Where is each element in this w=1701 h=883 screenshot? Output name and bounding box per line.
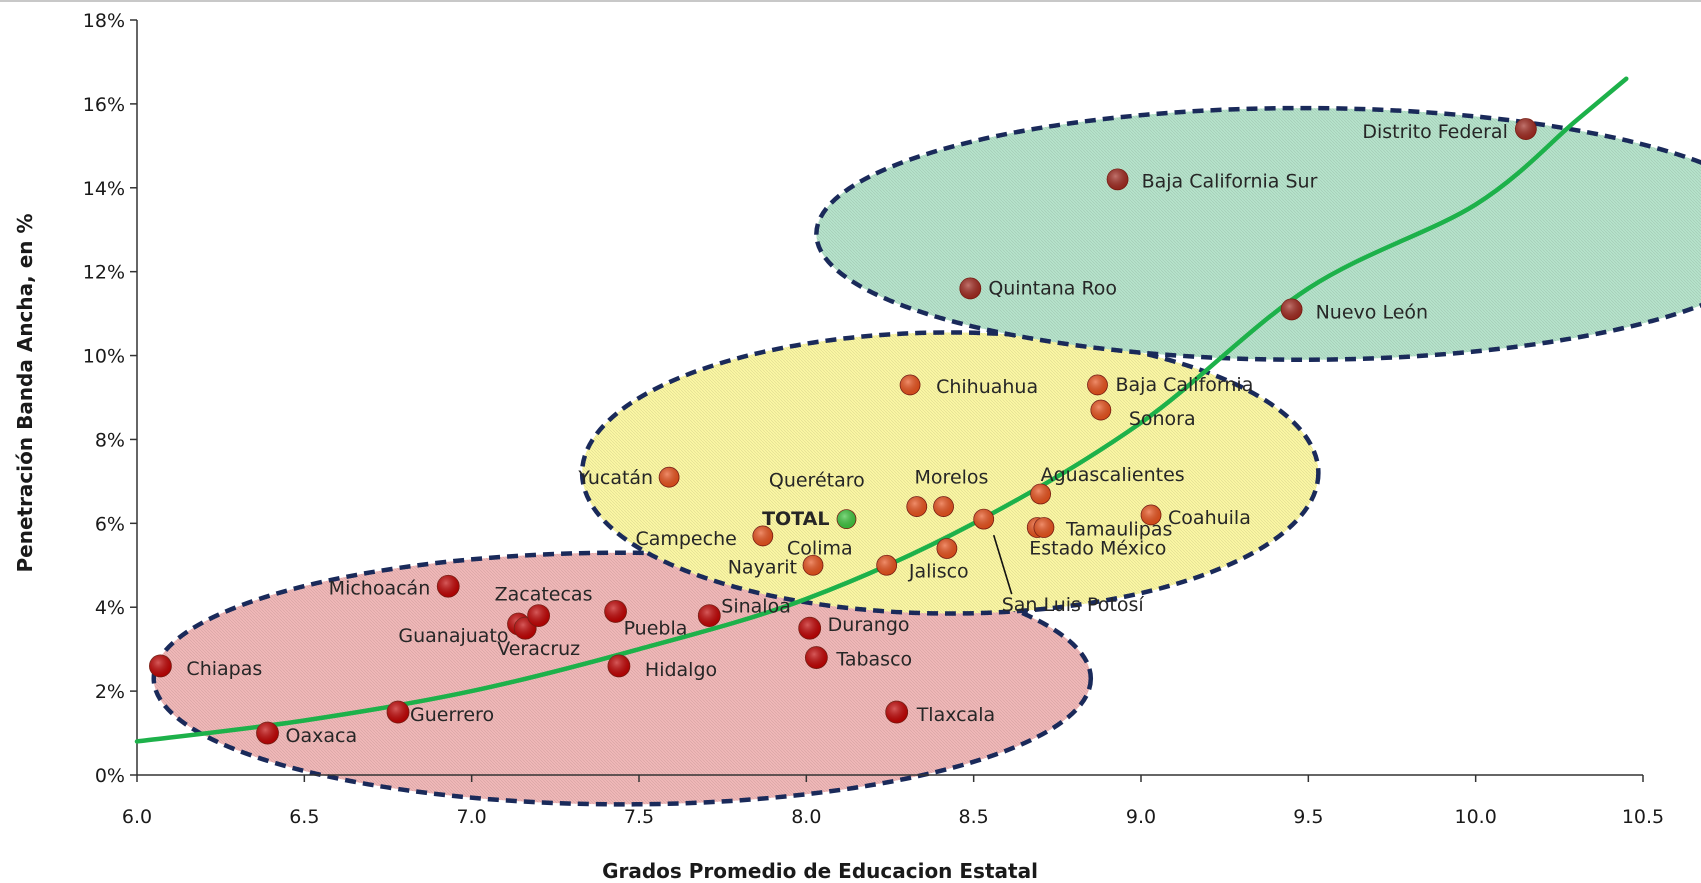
x-tick-label: 7.5 [624, 806, 654, 828]
data-label: Yucatán [577, 467, 653, 489]
data-point-highlight [885, 701, 908, 724]
data-point-highlight [527, 604, 550, 627]
x-tick-label: 9.0 [1126, 806, 1156, 828]
trendline [134, 76, 1629, 744]
leader-line [992, 534, 1013, 595]
y-tick-label: 14% [83, 178, 125, 200]
data-label: Campeche [635, 528, 736, 550]
data-label: Baja California Sur [1142, 170, 1318, 192]
data-label: Distrito Federal [1362, 121, 1508, 143]
ellipse-low-texture [153, 552, 1091, 805]
data-label: Oaxaca [286, 725, 358, 747]
data-point-highlight [752, 525, 773, 546]
x-tick-label: 10.0 [1455, 806, 1497, 828]
x-tick-label: 7.0 [457, 806, 487, 828]
data-label: Tabasco [835, 649, 912, 671]
y-tick-label: 4% [95, 597, 125, 619]
data-label: Querétaro [769, 470, 865, 492]
data-point-highlight [149, 654, 172, 677]
data-labels: Chiapas Oaxaca Guerrero Michoacán Guanajuato… [186, 121, 1507, 747]
data-label: Morelos [915, 467, 989, 489]
data-label: Nuevo León [1316, 301, 1428, 323]
data-label: Tlaxcala [916, 704, 995, 726]
data-point-highlight [805, 646, 828, 669]
ellipse-mid-outline [579, 330, 1321, 616]
data-point-highlight [803, 555, 824, 576]
data-label: Hidalgo [645, 659, 717, 681]
x-tick-label: 9.5 [1293, 806, 1323, 828]
y-tick-label: 10% [83, 346, 125, 368]
ellipse-high-texture [816, 108, 1701, 360]
data-point-highlight [973, 509, 994, 530]
data-point-highlight [1141, 504, 1162, 525]
data-label: Baja California [1115, 374, 1253, 396]
data-label: Sinaloa [721, 596, 791, 618]
data-label: Durango [828, 614, 910, 636]
y-tick-label: 0% [95, 765, 125, 787]
data-point-highlight [1033, 517, 1054, 538]
ellipse-high-outline [814, 105, 1701, 362]
data-label: Veracruz [497, 638, 580, 660]
data-point-highlight [1030, 483, 1051, 504]
y-tick-label: 2% [95, 681, 125, 703]
data-label: Guerrero [410, 704, 494, 726]
data-point-highlight [1107, 168, 1129, 190]
data-point-highlight [607, 654, 630, 677]
y-tick-label: 6% [95, 513, 125, 535]
data-point-highlight [256, 722, 279, 745]
data-label: Tamaulipas [1065, 519, 1172, 541]
data-label: Estado México [1029, 538, 1166, 560]
x-tick-label: 6.0 [122, 806, 152, 828]
x-tick-label: 6.5 [289, 806, 319, 828]
data-point-highlight [900, 374, 921, 395]
data-point-highlight [604, 600, 627, 623]
data-label: Aguascalientes [1041, 464, 1185, 486]
data-label: Coahuila [1168, 507, 1251, 529]
data-label: Chiapas [186, 658, 262, 680]
data-point-highlight [959, 277, 981, 299]
data-point-highlight [1515, 118, 1537, 140]
trendline-curve [134, 76, 1629, 744]
data-point-highlight [933, 496, 954, 517]
axes: 0% 2% 4% 6% 8% 10% 12% 14% 16% 18% 6.0 6.5 7.0 7.5 8.0… [83, 10, 1664, 828]
y-tick-label: 18% [83, 10, 125, 32]
data-label: Colima [787, 537, 853, 559]
data-label: Puebla [624, 617, 688, 639]
y-tick-label: 16% [83, 94, 125, 116]
data-label: Chihuahua [936, 376, 1038, 398]
data-point-highlight [906, 496, 927, 517]
data-point-highlight [1087, 374, 1108, 395]
x-tick-label: 10.5 [1622, 806, 1664, 828]
x-axis-title: Grados Promedio de Educacion Estatal [602, 859, 1038, 883]
y-axis-title: Penetración Banda Ancha, en % [13, 213, 37, 572]
data-label: San Luis Potosí [1002, 594, 1145, 616]
data-point-highlight [659, 467, 680, 488]
data-point-highlight [798, 617, 821, 640]
data-point-highlight [936, 538, 957, 559]
cluster-ellipses [151, 105, 1701, 807]
data-label: Sonora [1129, 408, 1196, 430]
x-tick-label: 8.0 [791, 806, 821, 828]
data-point-highlight [698, 604, 721, 627]
data-point-highlight [876, 555, 897, 576]
data-label: Guanajuato [398, 625, 508, 647]
data-label: Michoacán [329, 577, 431, 599]
data-point-highlight [836, 509, 856, 529]
y-tick-label: 8% [95, 429, 125, 451]
data-point-highlight [387, 701, 410, 724]
data-points [149, 118, 1537, 745]
x-tick-label: 8.5 [959, 806, 989, 828]
data-label: Nayarit [728, 556, 797, 578]
data-label: Quintana Roo [988, 277, 1117, 299]
data-point-highlight [1281, 298, 1303, 320]
data-point-highlight [437, 575, 460, 598]
data-label: Jalisco [908, 561, 969, 583]
data-label: TOTAL [762, 508, 829, 530]
y-tick-label: 12% [83, 262, 125, 284]
ellipse-low-outline [151, 550, 1094, 807]
data-label: Zacatecas [495, 584, 593, 606]
data-point-highlight [1090, 400, 1111, 421]
